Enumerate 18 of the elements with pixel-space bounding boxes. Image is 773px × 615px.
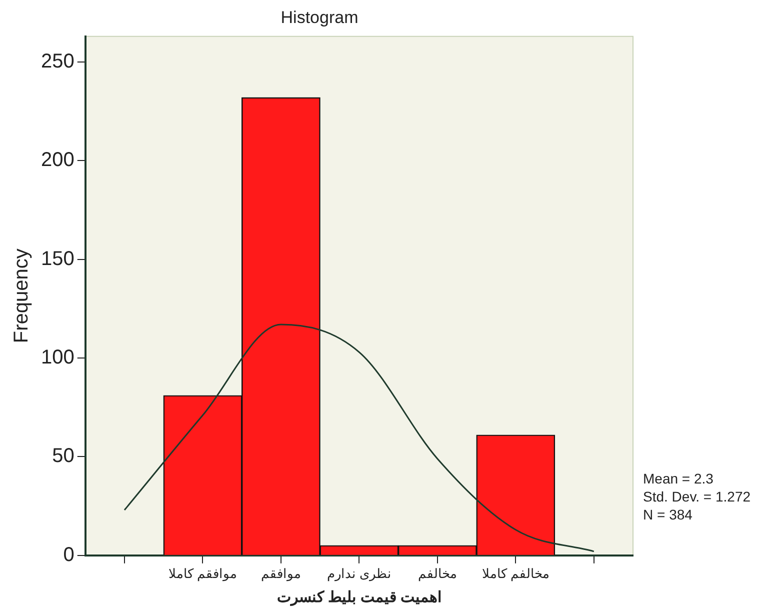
y-tick-label: 100 <box>40 346 74 369</box>
y-axis-title: Frequency <box>10 248 33 344</box>
text: N = 384 <box>643 506 693 522</box>
y-tick-label: 150 <box>40 248 74 270</box>
line-series <box>124 324 595 552</box>
y-tick-label: 250 <box>40 50 74 73</box>
x-tick-label: نظری ندارم <box>326 566 392 582</box>
text: Mean = 2.3 <box>643 470 714 486</box>
y-tick-label: 0 <box>63 544 74 566</box>
text: Std. Dev. = 1.272 <box>643 488 751 504</box>
x-tick-label: موافقم کاملا <box>168 566 238 582</box>
x-tick-label: موافقم <box>260 566 301 582</box>
y-tick-label: 200 <box>40 149 74 172</box>
x-axis-title: اهمیت قیمت بلیط کنسرت <box>276 589 442 606</box>
x-tick-label: مخالفم کاملا <box>482 566 550 582</box>
chart-title: Histogram <box>280 8 358 27</box>
y-tick-label: 50 <box>52 445 74 468</box>
x-tick-label: مخالفم <box>418 566 457 582</box>
